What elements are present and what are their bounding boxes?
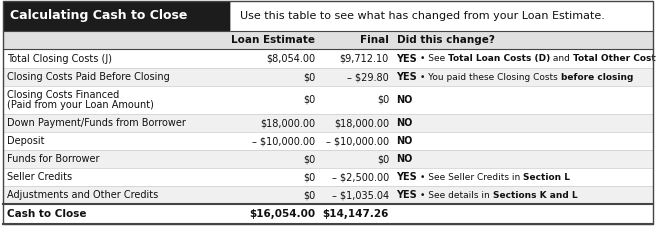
Text: before closing: before closing bbox=[561, 73, 633, 82]
Text: $14,147.26: $14,147.26 bbox=[323, 209, 389, 219]
Bar bbox=[230, 1, 653, 31]
Text: NO: NO bbox=[396, 154, 413, 164]
Text: NO: NO bbox=[396, 136, 413, 146]
Text: Closing Costs Paid Before Closing: Closing Costs Paid Before Closing bbox=[7, 72, 170, 82]
Text: $18,000.00: $18,000.00 bbox=[260, 118, 315, 128]
Text: – $10,000.00: – $10,000.00 bbox=[326, 136, 389, 146]
Text: Down Payment/Funds from Borrower: Down Payment/Funds from Borrower bbox=[7, 118, 186, 128]
Text: Calculating Cash to Close: Calculating Cash to Close bbox=[10, 9, 188, 23]
Text: Section L: Section L bbox=[523, 172, 570, 181]
Text: • See: • See bbox=[420, 54, 448, 63]
Bar bbox=[3, 1, 230, 31]
Bar bbox=[3, 186, 653, 204]
Bar bbox=[3, 49, 653, 68]
Bar bbox=[3, 132, 653, 150]
Text: • See Seller Credits in: • See Seller Credits in bbox=[420, 172, 523, 181]
Text: Did this change?: Did this change? bbox=[397, 35, 495, 45]
Text: Deposit: Deposit bbox=[7, 136, 45, 146]
Text: $0: $0 bbox=[303, 172, 315, 182]
Text: Total Other Costs (I): Total Other Costs (I) bbox=[573, 54, 656, 63]
Text: $16,054.00: $16,054.00 bbox=[249, 209, 315, 219]
Text: YES: YES bbox=[396, 172, 417, 182]
Text: Funds for Borrower: Funds for Borrower bbox=[7, 154, 100, 164]
Text: – $1,035.04: – $1,035.04 bbox=[332, 190, 389, 200]
Text: – $2,500.00: – $2,500.00 bbox=[332, 172, 389, 182]
Text: NO: NO bbox=[396, 95, 413, 105]
Text: Total Loan Costs (D): Total Loan Costs (D) bbox=[448, 54, 550, 63]
Text: Seller Credits: Seller Credits bbox=[7, 172, 72, 182]
Text: YES: YES bbox=[396, 190, 417, 200]
Text: Closing Costs Financed: Closing Costs Financed bbox=[7, 90, 119, 100]
Text: (Paid from your Loan Amount): (Paid from your Loan Amount) bbox=[7, 100, 154, 110]
Text: $8,054.00: $8,054.00 bbox=[266, 54, 315, 63]
Bar bbox=[3, 150, 653, 168]
Text: $9,712.10: $9,712.10 bbox=[340, 54, 389, 63]
Text: YES: YES bbox=[396, 72, 417, 82]
Text: – $10,000.00: – $10,000.00 bbox=[252, 136, 315, 146]
Text: Cash to Close: Cash to Close bbox=[7, 209, 87, 219]
Text: NO: NO bbox=[396, 118, 413, 128]
Bar bbox=[3, 86, 653, 114]
Text: • See details in: • See details in bbox=[420, 191, 493, 200]
Text: Sections K and L: Sections K and L bbox=[493, 191, 577, 200]
Text: Total Closing Costs (J): Total Closing Costs (J) bbox=[7, 54, 112, 63]
Text: $0: $0 bbox=[303, 154, 315, 164]
Bar bbox=[3, 168, 653, 186]
Text: $18,000.00: $18,000.00 bbox=[334, 118, 389, 128]
Text: $0: $0 bbox=[377, 95, 389, 105]
Text: Adjustments and Other Credits: Adjustments and Other Credits bbox=[7, 190, 158, 200]
Text: $0: $0 bbox=[303, 95, 315, 105]
Text: Use this table to see what has changed from your Loan Estimate.: Use this table to see what has changed f… bbox=[240, 11, 605, 21]
Text: YES: YES bbox=[396, 54, 417, 63]
Text: – $29.80: – $29.80 bbox=[347, 72, 389, 82]
Text: • You paid these Closing Costs: • You paid these Closing Costs bbox=[420, 73, 561, 82]
Bar bbox=[3, 31, 653, 49]
Text: $0: $0 bbox=[303, 190, 315, 200]
Text: and: and bbox=[550, 54, 573, 63]
Bar bbox=[3, 204, 653, 224]
Bar bbox=[3, 114, 653, 132]
Bar bbox=[3, 68, 653, 86]
Text: Loan Estimate: Loan Estimate bbox=[231, 35, 315, 45]
Text: $0: $0 bbox=[303, 72, 315, 82]
Text: Final: Final bbox=[360, 35, 389, 45]
Text: $0: $0 bbox=[377, 154, 389, 164]
